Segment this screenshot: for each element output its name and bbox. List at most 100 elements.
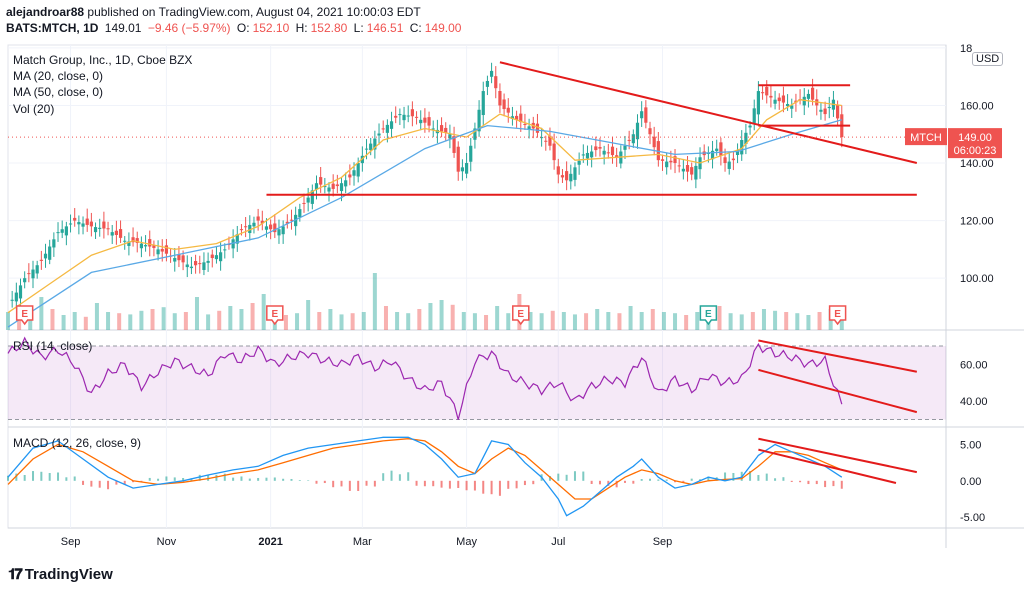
earnings-marker-label: E [271,309,278,320]
candle-body [73,218,76,221]
macd-histogram-bar [307,480,309,481]
candle-body [465,163,468,174]
macd-histogram-bar [274,477,276,480]
candle-body [119,229,122,238]
candle-body [44,254,47,259]
candle-body [365,149,368,150]
macd-histogram-bar [824,481,826,487]
candle-body [369,144,372,151]
candle-body [348,174,351,177]
volume-bar [306,300,310,330]
macd-histogram-bar [491,481,493,494]
candle-body [553,144,556,161]
candle-body [578,161,581,165]
candle-body [398,114,401,115]
macd-histogram-bar [466,481,468,490]
volume-bar [540,313,544,330]
macd-histogram-bar [441,481,443,488]
candle-body [765,87,768,95]
volume-bar [106,312,110,330]
legend-macd[interactable]: MACD (12, 26, close, 9) [13,436,141,450]
earnings-marker-label: E [21,309,28,320]
volume-bar [173,313,177,330]
candle-body [773,100,776,104]
macd-histogram-bar [341,481,343,487]
macd-histogram-bar [366,481,368,486]
y-tick-label: 18 [960,43,972,55]
candle-body [523,124,526,125]
candle-body [561,175,564,177]
candle-body [607,152,610,153]
macd-histogram-bar [507,481,509,489]
macd-histogram-bar [791,481,793,482]
price-tag-value: 149.00 [958,132,992,144]
candle-body [490,71,493,77]
candle-body [377,134,380,136]
candle-body [569,174,572,182]
candle-body [240,229,243,230]
symbol-tag-label: MTCH [910,132,942,144]
candle-body [761,92,764,93]
macd-histogram-bar [32,471,34,481]
x-tick-label: May [456,536,477,548]
candle-body [694,166,697,180]
y-tick-label: 100.00 [960,273,994,285]
macd-histogram-bar [57,472,59,480]
x-tick-label: 2021 [258,536,282,548]
macd-tick-label: 0.00 [960,476,981,488]
candle-body [544,141,547,142]
candle-body [498,91,501,105]
y-tick-label: 120.00 [960,216,994,228]
macd-histogram-bar [591,481,593,484]
volume-bar [328,309,332,330]
chart-canvas[interactable]: EEEEE Sep Nov 2021 Mar May Jul Sep100.00120.00… [0,0,1024,592]
volume-bar [6,312,10,330]
candle-body [69,223,72,224]
legend-rsi[interactable]: RSI (14, close) [13,339,92,353]
macd-histogram-bar [474,481,476,491]
volume-bar [317,312,321,330]
volume-bar [495,306,499,330]
candle-body [469,146,472,162]
candle-body [824,109,827,115]
legend-volume[interactable]: Vol (20) [13,102,54,116]
candle-body [803,97,806,106]
macd-histogram-bar [574,471,576,481]
volume-bar [729,313,733,330]
volume-bar [184,312,188,330]
macd-histogram-bar [774,478,776,481]
candle-body [390,121,393,129]
candle-body [307,198,310,203]
macd-histogram-bar [240,476,242,480]
candle-body [427,117,430,125]
candle-body [98,228,101,229]
currency-button[interactable]: USD [972,52,1003,66]
volume-bar [762,309,766,330]
legend-ma50[interactable]: MA (50, close, 0) [13,85,103,99]
volume-bar [751,312,755,330]
macd-histogram-bar [782,477,784,481]
volume-bar [228,306,232,330]
volume-bar [562,312,566,330]
candle-body [269,225,272,230]
candle-body [644,107,647,122]
macd-histogram-bar [49,473,51,481]
candle-body [277,229,280,235]
candle-body [319,177,322,185]
candle-body [190,267,193,268]
candle-body [382,128,385,129]
macd-histogram-bar [599,481,601,485]
candle-body [156,249,159,254]
volume-bar [128,314,132,330]
legend-ma20[interactable]: MA (20, close, 0) [13,69,103,83]
volume-bar [395,312,399,330]
macd-histogram-bar [532,481,534,484]
macd-histogram-bar [799,481,801,482]
brand-name: TradingView [25,566,113,583]
x-tick-label: Nov [157,536,177,548]
candle-body [811,88,814,100]
volume-bar [484,315,488,330]
volume-bar [695,312,699,330]
macd-histogram-bar [107,481,109,489]
candle-body [15,293,18,302]
